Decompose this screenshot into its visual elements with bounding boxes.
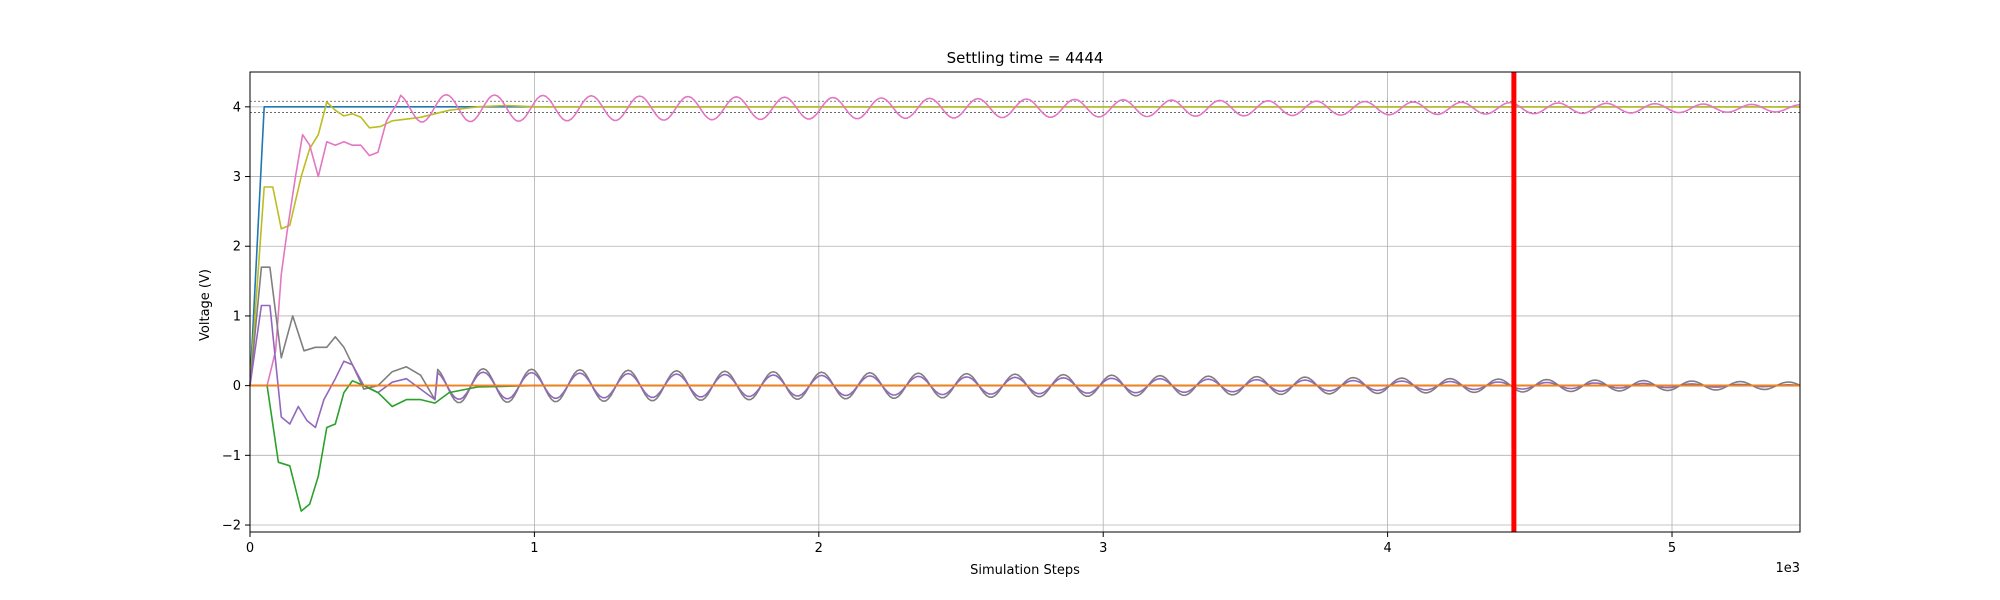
- grid: [249, 72, 1800, 532]
- x-axis-ticks: 0 1 2 3 4 5: [246, 532, 1676, 556]
- x-tick-label: 2: [815, 541, 823, 556]
- series-line-5: [249, 304, 1801, 429]
- x-tick-label: 1: [530, 541, 538, 556]
- series-line-3: [250, 93, 1801, 387]
- plot-frame: [249, 71, 1801, 533]
- y-axis-label: Voltage (V): [198, 269, 213, 341]
- x-tick-label: 3: [1099, 541, 1107, 556]
- x-tick-label: 5: [1668, 541, 1676, 556]
- x-tick-label: 0: [246, 541, 254, 556]
- y-tick-label: 0: [233, 379, 241, 394]
- y-axis-ticks: −2 −1 0 1 2 3 4: [222, 100, 250, 534]
- y-tick-label: 1: [233, 309, 241, 324]
- y-tick-label: −2: [222, 519, 241, 534]
- x-axis-label: Simulation Steps: [970, 563, 1080, 578]
- x-tick-label: 4: [1383, 541, 1391, 556]
- x-scale-label: 1e3: [1775, 561, 1800, 576]
- y-tick-label: 2: [233, 240, 241, 255]
- series-line-2: [249, 101, 1800, 386]
- y-tick-label: 3: [233, 170, 241, 185]
- chart-title: Settling time = 4444: [947, 49, 1104, 67]
- y-tick-label: −1: [222, 449, 241, 464]
- series-line-4: [249, 266, 1801, 404]
- y-tick-label: 4: [233, 100, 241, 115]
- series-line-6: [250, 380, 1800, 512]
- series-group: [249, 93, 1801, 512]
